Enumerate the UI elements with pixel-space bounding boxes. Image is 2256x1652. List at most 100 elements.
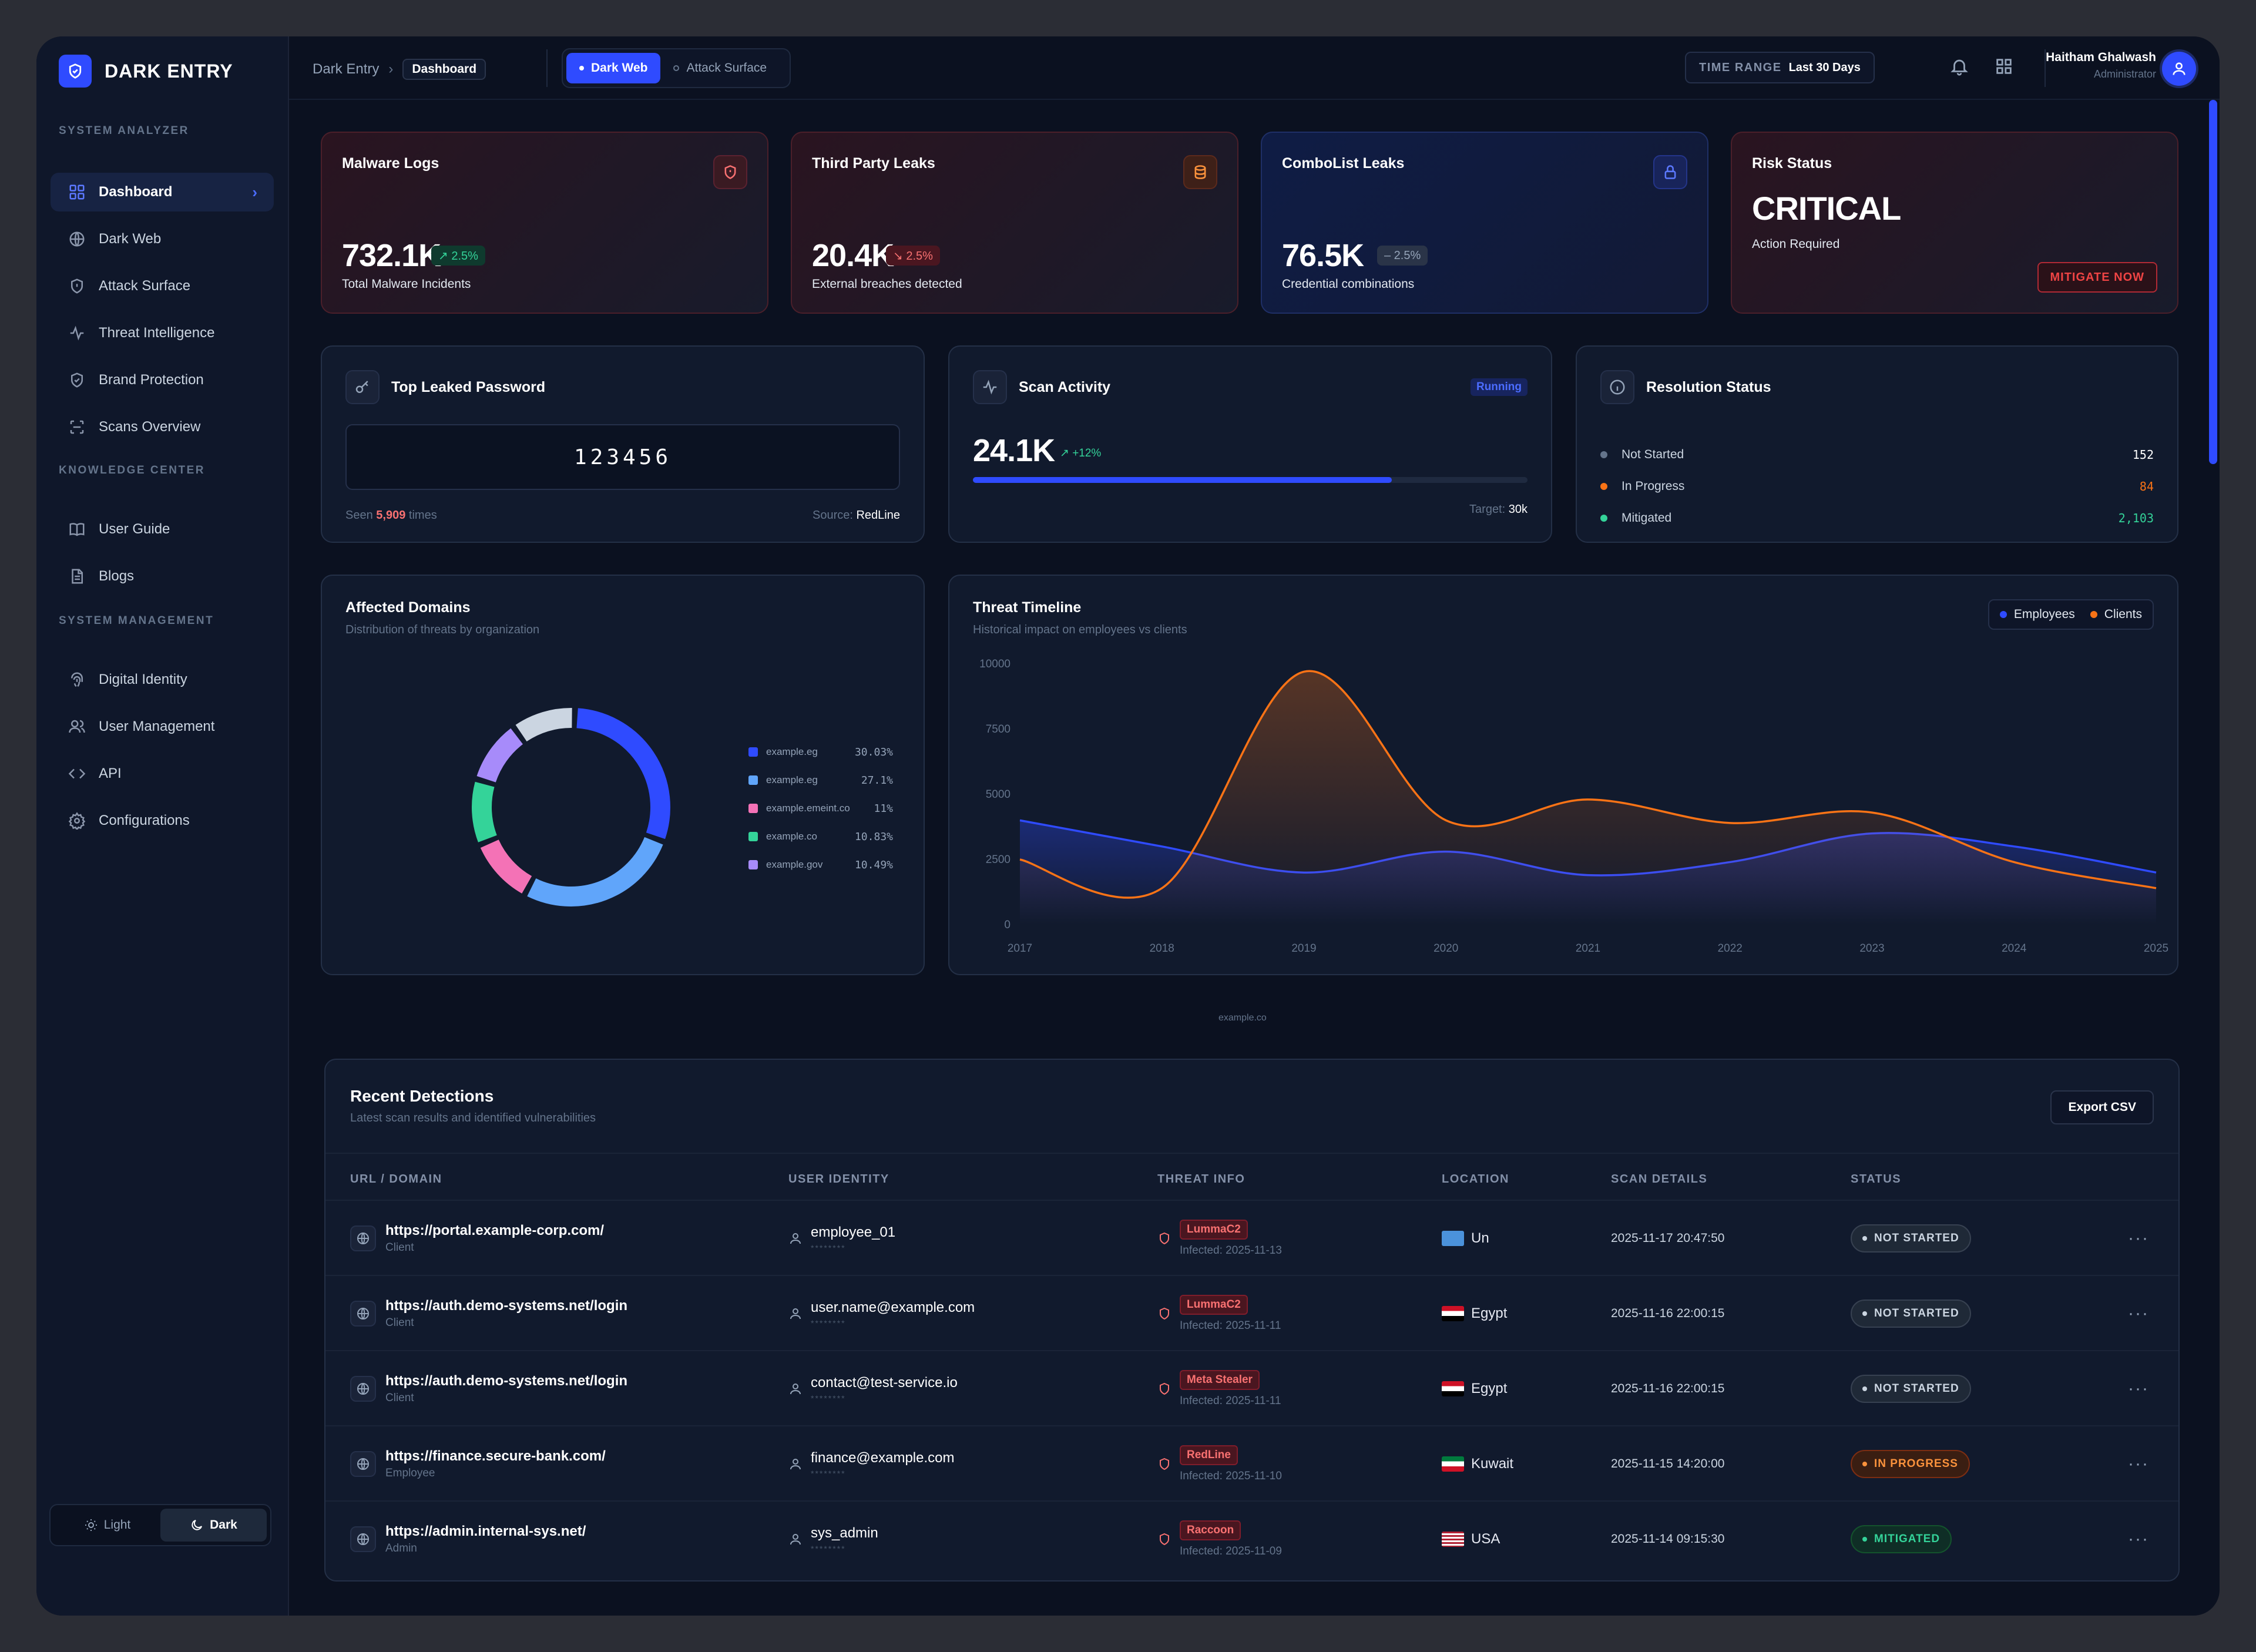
- mitigate-now-button[interactable]: MITIGATE NOW: [2037, 262, 2157, 293]
- sidebar-item-user-guide[interactable]: User Guide: [51, 510, 274, 549]
- donut-slice[interactable]: [480, 839, 532, 894]
- legend-item[interactable]: example.emeint.co 11%: [748, 803, 893, 815]
- tab-attack-surface[interactable]: Attack Surface: [660, 53, 780, 83]
- column-header-user[interactable]: USER IDENTITY: [788, 1173, 889, 1186]
- user-info[interactable]: Haitham Ghalwash Administrator: [2046, 51, 2156, 80]
- stat-title: ComboList Leaks: [1282, 155, 1405, 172]
- time-range-select[interactable]: TIME RANGE Last 30 Days: [1685, 52, 1875, 83]
- sidebar-item-api[interactable]: API: [51, 754, 274, 793]
- sidebar-item-configurations[interactable]: Configurations: [51, 801, 274, 840]
- table-row[interactable]: https://auth.demo-systems.net/login Clien…: [325, 1275, 2178, 1350]
- theme-light-button[interactable]: Light: [54, 1509, 160, 1542]
- legend-label: example.eg: [766, 746, 818, 757]
- x-tick-label: 2023: [1859, 942, 1884, 955]
- sidebar-item-label: Blogs: [99, 568, 135, 584]
- table-row[interactable]: https://admin.internal-sys.net/Admin sys_…: [325, 1500, 2178, 1576]
- donut-slice[interactable]: [472, 781, 497, 842]
- notifications-button[interactable]: [1949, 56, 1973, 80]
- row-label: Not Started: [1622, 448, 1684, 461]
- row-value: 2,103: [2118, 511, 2154, 525]
- series-line-clients[interactable]: [1019, 670, 2157, 899]
- globe-icon: [350, 1225, 376, 1251]
- row-label: In Progress: [1622, 479, 1685, 493]
- leaked-password-value: 123456: [345, 424, 900, 490]
- dot-icon: [1862, 1537, 1867, 1542]
- url-link[interactable]: https://admin.internal-sys.net/: [385, 1523, 586, 1539]
- column-header-scan[interactable]: SCAN DETAILS: [1611, 1173, 1708, 1186]
- sidebar-item-label: Attack Surface: [99, 278, 191, 294]
- row-menu-icon[interactable]: ···: [2128, 1379, 2149, 1398]
- row-menu-icon[interactable]: ···: [2128, 1304, 2149, 1323]
- sidebar-item-digital-identity[interactable]: Digital Identity: [51, 660, 274, 699]
- scrollbar[interactable]: [2209, 100, 2217, 464]
- bell-icon: [1950, 59, 1968, 76]
- threat-badge: Raccoon: [1180, 1520, 1241, 1540]
- sidebar-item-label: Dark Web: [99, 231, 162, 247]
- tab-label: Dark Web: [591, 61, 648, 75]
- url-type: Client: [385, 1392, 414, 1404]
- url-link[interactable]: https://portal.example-corp.com/: [385, 1223, 605, 1238]
- donut-slice[interactable]: [576, 708, 670, 840]
- sidebar-item-user-management[interactable]: User Management: [51, 707, 274, 746]
- table-row[interactable]: https://portal.example-corp.com/Client em…: [325, 1200, 2178, 1275]
- x-tick-label: 2022: [1718, 942, 1743, 955]
- breadcrumb-root[interactable]: Dark Entry: [313, 61, 380, 77]
- url-cell: https://portal.example-corp.com/Client: [350, 1201, 604, 1276]
- donut-slice[interactable]: [527, 837, 663, 906]
- legend-item[interactable]: example.gov 10.49%: [748, 859, 893, 871]
- legend-employees[interactable]: Employees: [2013, 607, 2075, 621]
- donut-slice[interactable]: [515, 708, 572, 742]
- x-tick-label: 2017: [1008, 942, 1032, 955]
- column-header-threat[interactable]: THREAT INFO: [1157, 1173, 1246, 1186]
- seen-prefix: Seen: [345, 509, 373, 522]
- user-role: Administrator: [2093, 68, 2156, 80]
- column-header-location[interactable]: LOCATION: [1442, 1173, 1509, 1186]
- row-menu-icon[interactable]: ···: [2128, 1228, 2149, 1248]
- status-label: MITIGATED: [1874, 1533, 1941, 1545]
- sidebar-item-threat-intelligence[interactable]: Threat Intelligence: [51, 314, 274, 352]
- sidebar-item-scans-overview[interactable]: Scans Overview: [51, 408, 274, 446]
- legend-clients[interactable]: Clients: [2104, 607, 2142, 621]
- app-logo[interactable]: DARK ENTRY: [59, 51, 233, 92]
- source-value: RedLine: [856, 509, 900, 522]
- sidebar-item-brand-protection[interactable]: Brand Protection: [51, 361, 274, 399]
- moon-icon: [192, 1520, 203, 1530]
- divider: [2044, 49, 2046, 87]
- stat-value: 20.4K: [812, 238, 894, 273]
- legend-item[interactable]: example.eg 30.03%: [748, 746, 893, 758]
- sidebar-item-attack-surface[interactable]: Attack Surface: [51, 267, 274, 305]
- url-link[interactable]: https://finance.secure-bank.com/: [385, 1448, 606, 1464]
- top-leaked-password-card: Top Leaked Password 123456 Seen 5,909 ti…: [321, 345, 925, 543]
- dot-icon: [1862, 1462, 1867, 1466]
- legend-item[interactable]: example.co 10.83%: [748, 831, 893, 843]
- sidebar-item-dashboard[interactable]: Dashboard ›: [51, 173, 274, 211]
- key-icon: [345, 370, 380, 404]
- row-menu-icon[interactable]: ···: [2128, 1529, 2149, 1549]
- legend-pct: 27.1%: [861, 774, 893, 787]
- apps-button[interactable]: [1994, 56, 2017, 80]
- legend-item[interactable]: example.eg 27.1%: [748, 774, 893, 787]
- donut-slice[interactable]: [476, 728, 523, 783]
- tab-dark-web[interactable]: Dark Web: [566, 53, 661, 83]
- avatar[interactable]: [2162, 52, 2196, 86]
- row-menu-icon[interactable]: ···: [2128, 1454, 2149, 1473]
- sidebar-item-label: User Management: [99, 718, 215, 734]
- table-row[interactable]: https://finance.secure-bank.com/Employee…: [325, 1425, 2178, 1500]
- export-csv-button[interactable]: Export CSV: [2050, 1090, 2154, 1124]
- url-link[interactable]: https://auth.demo-systems.net/login: [385, 1298, 628, 1314]
- sidebar-item-blogs[interactable]: Blogs: [51, 557, 274, 596]
- theme-dark-button[interactable]: Dark: [160, 1509, 267, 1542]
- stat-subtitle: Total Malware Incidents: [342, 277, 471, 291]
- card-subtitle: Latest scan results and identified vulne…: [350, 1112, 596, 1124]
- theme-toggle: Light Dark: [49, 1504, 271, 1546]
- table-row[interactable]: https://auth.demo-systems.net/login Clien…: [325, 1350, 2178, 1425]
- sidebar-item-dark-web[interactable]: Dark Web: [51, 220, 274, 258]
- sidebar-item-label: Threat Intelligence: [99, 325, 215, 341]
- sidebar-item-label: Dashboard: [99, 184, 173, 200]
- seen-suffix: times: [408, 509, 437, 522]
- url-link[interactable]: https://auth.demo-systems.net/login: [385, 1373, 628, 1389]
- column-header-url[interactable]: URL / DOMAIN: [350, 1173, 442, 1186]
- user-icon: [790, 1534, 801, 1545]
- url-type: Client: [385, 1317, 414, 1329]
- column-header-status[interactable]: STATUS: [1851, 1173, 1902, 1186]
